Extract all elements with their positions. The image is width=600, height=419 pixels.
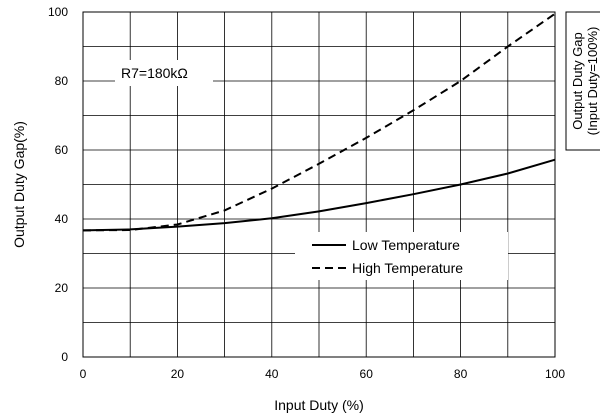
annotation-box xyxy=(115,60,213,86)
series-lines xyxy=(82,12,556,232)
grid xyxy=(83,12,555,357)
series-line-low-temperature xyxy=(82,158,556,232)
side-label-box xyxy=(565,11,600,151)
y-tick-label: 80 xyxy=(55,74,69,88)
x-tick-labels: 0 20 40 60 80 100 xyxy=(80,367,566,381)
y-tick-label: 40 xyxy=(55,212,69,226)
x-tick-label: 0 xyxy=(80,367,87,381)
x-tick-label: 100 xyxy=(545,367,565,381)
annotation-label: R7=180kΩ xyxy=(121,65,188,81)
y-tick-labels: 0 20 40 60 80 100 xyxy=(48,5,68,364)
y-tick-label: 100 xyxy=(48,5,68,19)
x-tick-label: 60 xyxy=(360,367,374,381)
plot-frame xyxy=(82,11,556,358)
x-tick-label: 40 xyxy=(265,367,279,381)
legend-box xyxy=(295,232,508,280)
y-axis-title: Output Duty Gap(%) xyxy=(11,121,27,248)
series-line-high-temperature xyxy=(82,12,556,232)
x-tick-label: 80 xyxy=(454,367,468,381)
x-axis-title: Input Duty (%) xyxy=(274,397,363,413)
x-tick-label: 20 xyxy=(171,367,185,381)
side-label-line2: (Input Duty=100%) xyxy=(585,27,600,136)
legend-label-high-temperature: High Temperature xyxy=(352,260,463,276)
y-tick-label: 20 xyxy=(55,281,69,295)
y-tick-label: 60 xyxy=(55,143,69,157)
legend-label-low-temperature: Low Temperature xyxy=(352,237,460,253)
side-label-line1: Output Duty Gap xyxy=(570,32,585,130)
y-tick-label: 0 xyxy=(61,350,68,364)
